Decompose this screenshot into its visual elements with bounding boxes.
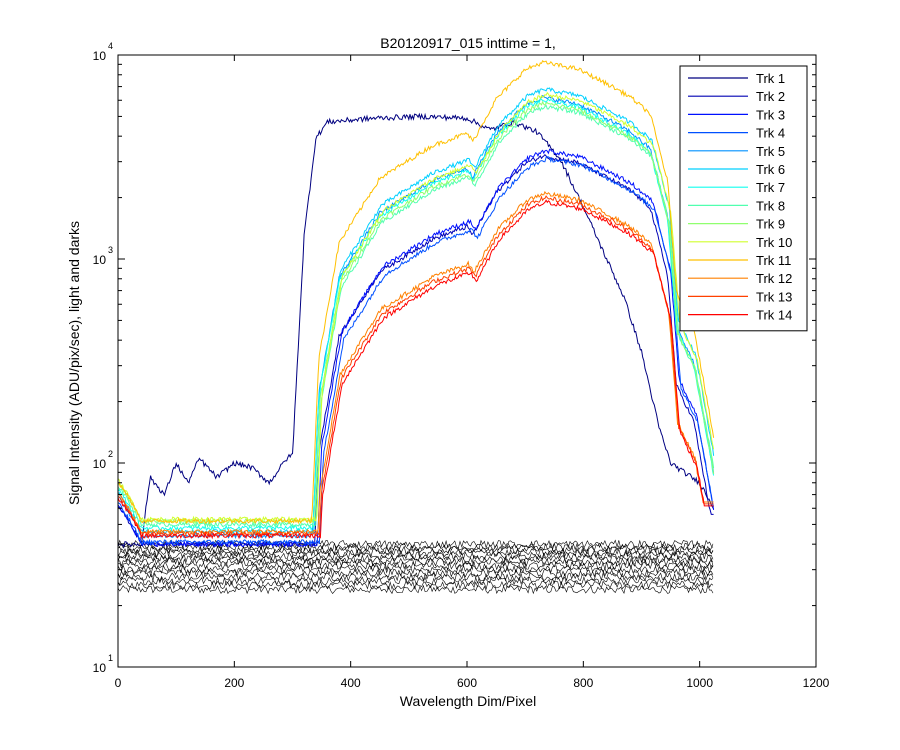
dark-frame-line [117, 542, 714, 553]
series-line-trk-13 [117, 195, 714, 538]
legend-entry-label: Trk 14 [756, 308, 792, 323]
y-axis-label: Signal Intensity (ADU/pix/sec), light an… [66, 221, 82, 505]
legend-entry-label: Trk 7 [756, 180, 785, 195]
series-line-trk-4 [117, 156, 715, 546]
dark-frame-line [117, 568, 714, 579]
y-tick-label: 10 [93, 253, 107, 267]
y-tick-exponent: 3 [108, 245, 113, 255]
y-tick-exponent: 4 [108, 41, 113, 51]
dark-frame-line [117, 557, 714, 568]
legend-entry-label: Trk 8 [756, 198, 785, 213]
x-tick-label: 200 [224, 676, 244, 690]
y-tick-exponent: 2 [108, 449, 113, 459]
legend-entry-label: Trk 9 [756, 217, 785, 232]
legend-entry-label: Trk 13 [756, 289, 792, 304]
x-axis-label: Wavelength Dim/Pixel [400, 693, 536, 709]
x-tick-label: 1200 [803, 676, 830, 690]
dark-frame-line [117, 551, 714, 561]
x-tick-label: 800 [573, 676, 593, 690]
dark-frame-line [117, 584, 714, 595]
y-tick-label: 10 [93, 49, 107, 63]
legend[interactable]: Trk 1 Trk 2 Trk 3 Trk 4 Trk 5 Trk 6 Trk 7 Trk 8… [679, 65, 808, 332]
chart-title: B20120917_015 inttime = 1, [380, 35, 556, 51]
series-line-trk-11 [117, 59, 715, 525]
dark-frame-line [117, 564, 714, 575]
x-tick-label: 400 [341, 676, 361, 690]
legend-entry-label: Trk 11 [756, 253, 791, 268]
series-line-trk-3 [117, 148, 715, 548]
series-line-trk-6 [117, 87, 715, 536]
y-tick-label: 10 [93, 457, 107, 471]
legend-entry-label: Trk 12 [756, 271, 792, 286]
series-line-trk-12 [117, 190, 714, 536]
y-tick-label: 10 [93, 661, 107, 675]
x-tick-label: 0 [115, 676, 122, 690]
series-line-trk-8 [117, 104, 715, 529]
y-tick-exponent: 1 [108, 653, 113, 663]
legend-entry-label: Trk 2 [756, 89, 785, 104]
series-line-trk-1 [117, 112, 715, 549]
dark-frame-line [117, 576, 714, 586]
x-tick-label: 600 [457, 676, 477, 690]
x-tick-label: 1000 [686, 676, 713, 690]
legend-entry-label: Trk 5 [756, 144, 785, 159]
legend-entry-label: Trk 1 [756, 71, 785, 86]
dark-frame-line [117, 547, 714, 558]
dark-frame-line [117, 560, 714, 571]
legend-entry-label: Trk 6 [756, 162, 785, 177]
legend-box [679, 65, 808, 332]
legend-entry-label: Trk 10 [756, 235, 792, 250]
dark-frame-line [117, 580, 714, 591]
legend-entry-label: Trk 3 [756, 107, 785, 122]
series-line-trk-14 [117, 199, 714, 540]
legend-entry-label: Trk 4 [756, 126, 785, 141]
dark-frame-line [117, 554, 714, 565]
dark-frame-line [117, 571, 714, 582]
